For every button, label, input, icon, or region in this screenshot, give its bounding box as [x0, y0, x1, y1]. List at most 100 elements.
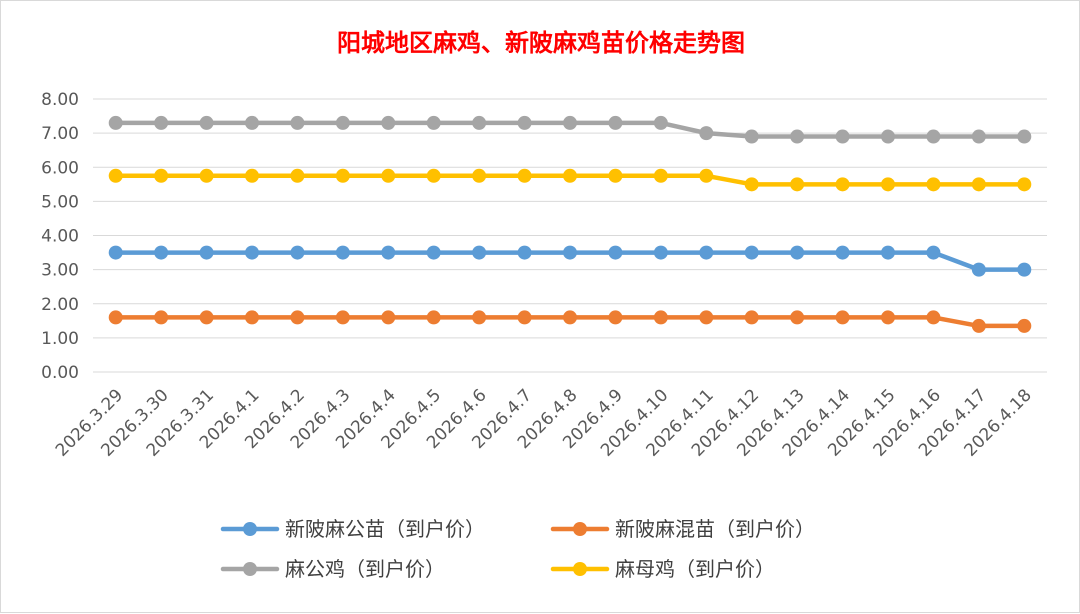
data-point [472, 310, 487, 325]
legend-label: 麻公鸡（到户价） [285, 557, 445, 581]
data-point [154, 168, 169, 183]
data-point [245, 245, 259, 260]
y-tick-label: 7.00 [41, 124, 79, 144]
data-point [335, 310, 350, 325]
legend-label: 新陂麻混苗（到户价） [615, 517, 815, 541]
data-point [699, 245, 714, 260]
data-point [653, 310, 668, 325]
data-point [926, 177, 941, 192]
x-axis-ticks: 2026.3.292026.3.302026.3.312026.4.12026.… [52, 385, 1036, 460]
data-point [835, 177, 850, 192]
data-point [699, 168, 714, 183]
legend-label: 新陂麻公苗（到户价） [285, 517, 485, 541]
data-point [563, 245, 577, 260]
data-point [744, 245, 759, 260]
data-point [881, 310, 895, 325]
data-point [744, 177, 759, 192]
gridlines [93, 98, 1047, 373]
data-point [472, 168, 487, 183]
data-point [926, 310, 941, 325]
data-point [154, 115, 169, 130]
data-point [517, 310, 532, 325]
data-point [381, 310, 396, 325]
legend-item: 新陂麻混苗（到户价） [550, 517, 815, 541]
legend-swatch-marker [243, 562, 257, 576]
y-tick-label: 2.00 [41, 295, 79, 315]
legend-item: 麻母鸡（到户价） [550, 557, 775, 581]
data-point [971, 129, 986, 144]
series-0 [108, 245, 1032, 277]
data-point [790, 310, 805, 325]
data-point [335, 115, 350, 130]
data-point [1017, 262, 1032, 277]
data-point [245, 310, 259, 325]
series-1 [108, 310, 1032, 333]
data-point [835, 245, 850, 260]
series-lines [108, 115, 1032, 333]
data-point [971, 318, 986, 333]
data-point [971, 177, 986, 192]
y-tick-label: 5.00 [41, 192, 79, 212]
data-point [245, 168, 259, 183]
data-point [199, 310, 214, 325]
data-point [653, 245, 668, 260]
legend-label: 麻母鸡（到户价） [615, 557, 775, 581]
data-point [926, 245, 941, 260]
data-point [790, 129, 805, 144]
data-point [199, 245, 214, 260]
data-point [608, 168, 623, 183]
data-point [563, 168, 577, 183]
data-point [563, 310, 577, 325]
y-tick-label: 4.00 [41, 227, 79, 247]
data-point [154, 310, 169, 325]
data-point [699, 310, 714, 325]
data-point [744, 310, 759, 325]
y-tick-label: 1.00 [41, 329, 79, 349]
data-point [290, 245, 305, 260]
legend: 新陂麻公苗（到户价） 新陂麻混苗（到户价） 麻公鸡（到户价） 麻母鸡（到户价） [220, 517, 815, 581]
data-point [971, 262, 986, 277]
y-axis-ticks: 0.00 1.00 2.00 3.00 4.00 5.00 6.00 7.00 8.00 [41, 90, 79, 383]
data-point [381, 168, 396, 183]
data-point [881, 177, 895, 192]
data-point [245, 115, 259, 130]
data-point [154, 245, 169, 260]
series-3 [108, 168, 1032, 192]
data-point [108, 245, 123, 260]
data-point [653, 115, 668, 130]
data-point [199, 115, 214, 130]
data-point [108, 310, 123, 325]
y-tick-label: 6.00 [41, 158, 79, 178]
data-point [426, 310, 441, 325]
data-point [108, 115, 123, 130]
data-point [790, 177, 805, 192]
data-point [472, 115, 487, 130]
data-point [517, 115, 532, 130]
legend-item: 麻公鸡（到户价） [220, 557, 445, 581]
data-point [926, 129, 941, 144]
data-point [563, 115, 577, 130]
legend-swatch-marker [573, 562, 587, 576]
data-point [108, 168, 123, 183]
data-point [881, 129, 895, 144]
data-point [381, 115, 396, 130]
y-tick-label: 3.00 [41, 261, 79, 281]
data-point [608, 115, 623, 130]
legend-swatch-marker [573, 522, 587, 536]
data-point [835, 129, 850, 144]
data-point [1017, 129, 1032, 144]
data-point [517, 168, 532, 183]
data-point [653, 168, 668, 183]
data-point [290, 310, 305, 325]
legend-swatch-marker [243, 522, 257, 536]
data-point [472, 245, 487, 260]
data-point [199, 168, 214, 183]
data-point [335, 168, 350, 183]
data-point [1017, 318, 1032, 333]
data-point [699, 126, 714, 141]
chart-title: 阳城地区麻鸡、新陂麻鸡苗价格走势图 [337, 28, 745, 57]
data-point [881, 245, 895, 260]
data-point [608, 245, 623, 260]
